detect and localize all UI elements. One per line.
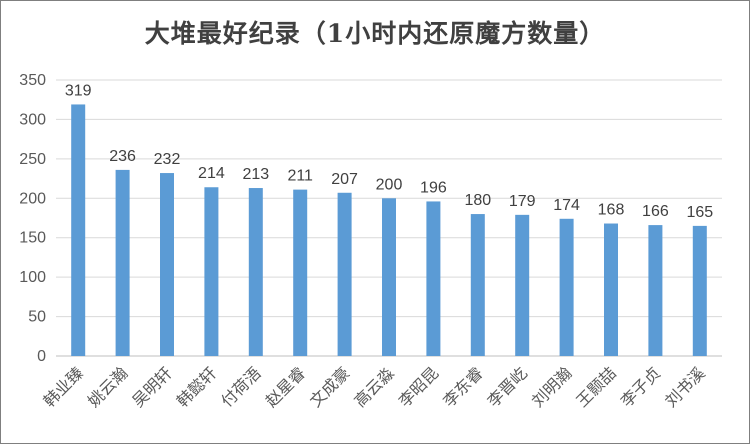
data-label: 168	[598, 202, 625, 219]
bar	[248, 188, 263, 356]
x-tick-label: 李东睿	[439, 363, 486, 410]
bar	[515, 214, 530, 356]
x-tick-label: 王颢喆	[572, 363, 619, 410]
x-tick-label: 姚云瀚	[84, 363, 131, 410]
y-tick-label: 50	[28, 309, 46, 326]
data-label: 174	[553, 197, 580, 214]
data-label: 166	[642, 203, 669, 220]
data-label: 179	[509, 193, 536, 210]
x-tick-label: 赵星睿	[262, 363, 309, 410]
x-tick-label: 吴明轩	[128, 363, 175, 410]
data-label: 236	[109, 148, 136, 165]
y-tick-label: 150	[19, 230, 46, 247]
bar	[604, 223, 618, 356]
data-label: 196	[420, 179, 447, 196]
y-tick-label: 350	[19, 72, 46, 89]
y-tick-label: 250	[19, 151, 46, 168]
bar	[470, 214, 485, 356]
data-label: 180	[464, 192, 491, 209]
x-tick-label: 刘明瀚	[528, 363, 575, 410]
y-tick-label: 0	[37, 348, 46, 365]
x-tick-label: 付荷浯	[217, 363, 264, 410]
data-label: 213	[242, 166, 269, 183]
bar	[160, 173, 174, 356]
data-label: 232	[154, 151, 181, 168]
y-tick-label: 200	[19, 190, 46, 207]
data-label: 207	[331, 171, 358, 188]
bar	[115, 169, 130, 356]
y-tick-label: 100	[19, 269, 46, 286]
bar	[692, 225, 707, 356]
data-label: 200	[376, 176, 403, 193]
x-tick-label: 李子贞	[617, 363, 664, 410]
bar	[293, 189, 308, 356]
bar	[382, 198, 396, 356]
bar	[426, 201, 441, 356]
data-label: 319	[65, 82, 92, 99]
bar	[559, 218, 574, 356]
x-tick-label: 韩业臻	[40, 363, 87, 410]
data-label: 165	[686, 204, 713, 221]
x-tick-label: 文成豪	[306, 363, 353, 410]
chart-title: 大堆最好纪录（1小时内还原魔方数量）	[144, 19, 606, 48]
data-label: 211	[287, 168, 313, 185]
x-tick-label: 韩懿轩	[173, 363, 220, 410]
bar	[648, 225, 663, 356]
bar	[204, 187, 219, 356]
x-tick-label: 高云淼	[350, 363, 397, 410]
bar	[71, 104, 86, 357]
x-tick-label: 刘书溪	[661, 363, 708, 410]
x-tick-label: 李晋屹	[484, 363, 531, 410]
y-tick-label: 300	[19, 111, 46, 128]
x-tick-label: 李昭昆	[395, 363, 442, 410]
data-label: 214	[198, 165, 225, 182]
bar	[337, 192, 352, 356]
